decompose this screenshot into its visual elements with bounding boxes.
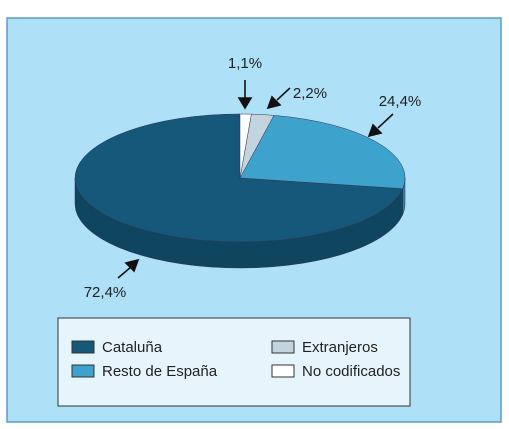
legend-swatch (71, 340, 95, 354)
data-label: 2,2% (293, 85, 327, 102)
pie-slice (74, 113, 404, 243)
legend-swatch (271, 364, 295, 378)
legend-swatch (271, 340, 295, 354)
pie-slice (239, 113, 252, 179)
data-label: 1,1% (228, 55, 262, 72)
pie-slice (239, 115, 406, 189)
legend-label: Cataluña (102, 339, 163, 356)
data-label: 24,4% (379, 93, 422, 110)
legend-label: Extranjeros (302, 339, 378, 356)
legend-swatch (71, 364, 95, 378)
legend-label: Resto de España (102, 363, 218, 380)
arrows (117, 80, 394, 279)
data-label: 72,4% (84, 284, 127, 301)
legend-label: No codificados (302, 363, 400, 380)
legend-box (57, 317, 411, 407)
